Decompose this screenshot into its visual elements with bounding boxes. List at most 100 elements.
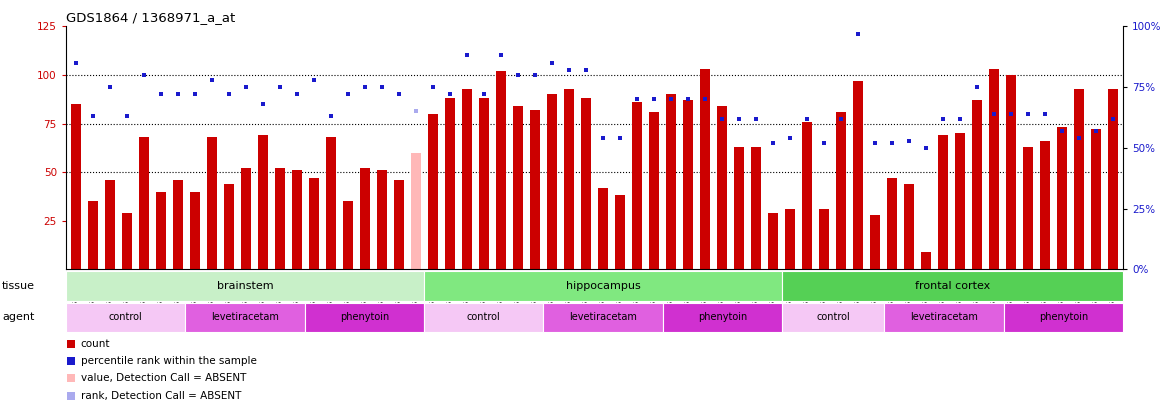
Point <box>339 91 358 98</box>
Point <box>1053 128 1071 134</box>
Text: phenytoin: phenytoin <box>697 312 747 322</box>
Point <box>984 111 1003 117</box>
Point <box>389 91 408 98</box>
Bar <box>259 135 268 269</box>
Bar <box>66 303 186 332</box>
Text: phenytoin: phenytoin <box>1038 312 1088 322</box>
Text: frontal cortex: frontal cortex <box>915 281 990 291</box>
Point <box>393 302 412 309</box>
Point <box>628 96 647 102</box>
Bar <box>854 81 863 269</box>
Point <box>644 96 663 102</box>
Point <box>781 135 800 141</box>
Bar <box>1108 89 1117 269</box>
Bar <box>173 180 182 269</box>
Bar <box>225 184 234 269</box>
Point <box>305 77 323 83</box>
Point <box>679 96 697 102</box>
Point <box>594 135 613 141</box>
Point <box>610 135 629 141</box>
Point <box>118 113 136 119</box>
Bar <box>207 137 216 269</box>
Bar <box>191 192 200 269</box>
Point <box>1018 111 1037 117</box>
Bar <box>751 147 761 269</box>
Point <box>168 91 187 98</box>
Text: levetiracetam: levetiracetam <box>211 312 279 322</box>
Text: levetiracetam: levetiracetam <box>910 312 978 322</box>
Point <box>492 52 510 59</box>
Text: control: control <box>108 312 142 322</box>
Bar <box>667 94 676 269</box>
Bar <box>88 201 98 269</box>
Bar <box>662 303 782 332</box>
Bar <box>423 303 543 332</box>
Bar <box>1003 303 1123 332</box>
Bar <box>305 303 423 332</box>
Point <box>508 72 527 78</box>
Bar <box>884 303 1003 332</box>
Point <box>236 84 255 90</box>
Text: phenytoin: phenytoin <box>340 312 389 322</box>
Bar <box>186 303 305 332</box>
Bar <box>955 133 964 269</box>
Point <box>662 96 681 102</box>
Bar <box>326 137 335 269</box>
Bar <box>836 112 846 269</box>
Text: rank, Detection Call = ABSENT: rank, Detection Call = ABSENT <box>80 391 241 401</box>
Text: brainstem: brainstem <box>216 281 273 291</box>
Point <box>288 91 307 98</box>
Point <box>729 115 748 122</box>
Point <box>1103 115 1122 122</box>
Bar <box>921 252 930 269</box>
Bar <box>782 271 1123 301</box>
Point <box>321 113 340 119</box>
Bar <box>140 137 148 269</box>
Bar <box>428 114 437 269</box>
Text: hippocampus: hippocampus <box>566 281 641 291</box>
Bar <box>480 98 489 269</box>
Bar <box>72 104 81 269</box>
Text: GDS1864 / 1368971_a_at: GDS1864 / 1368971_a_at <box>66 11 235 24</box>
Point <box>934 115 953 122</box>
Point <box>1036 111 1055 117</box>
Bar <box>717 106 727 269</box>
Bar <box>581 98 590 269</box>
Bar <box>547 94 556 269</box>
Bar <box>782 303 884 332</box>
Point <box>423 84 442 90</box>
Point <box>1002 111 1021 117</box>
Bar <box>309 178 319 269</box>
Point <box>83 113 102 119</box>
Bar <box>1074 89 1083 269</box>
Bar <box>66 271 423 301</box>
Point <box>560 67 579 73</box>
Text: tissue: tissue <box>2 281 35 291</box>
Point <box>67 60 86 66</box>
Point <box>747 115 766 122</box>
Bar <box>1041 141 1049 269</box>
Bar <box>275 168 285 269</box>
Bar <box>820 209 829 269</box>
Bar <box>904 184 914 269</box>
Point <box>355 84 374 90</box>
Point <box>763 140 782 146</box>
Point <box>900 137 918 144</box>
Point <box>695 96 714 102</box>
Bar <box>633 102 642 269</box>
Bar <box>394 180 403 269</box>
Point <box>254 101 273 107</box>
Bar <box>989 69 998 269</box>
Bar <box>412 153 421 269</box>
Point <box>186 91 205 98</box>
Point <box>393 146 412 152</box>
Point <box>831 115 850 122</box>
Point <box>882 140 901 146</box>
Bar <box>122 213 132 269</box>
Bar <box>1007 75 1016 269</box>
Bar <box>543 303 663 332</box>
Bar <box>462 89 472 269</box>
Point <box>1069 135 1088 141</box>
Bar <box>513 106 522 269</box>
Text: agent: agent <box>2 312 35 322</box>
